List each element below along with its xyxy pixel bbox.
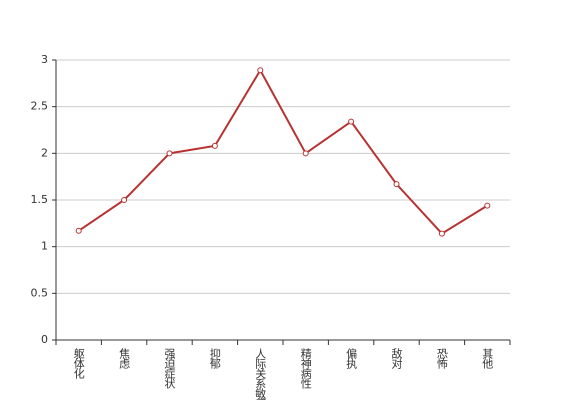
marker bbox=[75, 227, 82, 234]
x-tick-label: 焦虑 bbox=[118, 348, 131, 369]
x-tick-label: 精神病性 bbox=[299, 348, 312, 390]
x-tick-label: 强迫症状 bbox=[163, 348, 176, 389]
y-tick-label: 2.5 bbox=[31, 100, 49, 113]
x-tick-label: 躯体化 bbox=[72, 348, 85, 380]
marker bbox=[484, 202, 491, 209]
marker bbox=[166, 150, 173, 157]
y-tick-label: 1 bbox=[41, 240, 48, 253]
y-tick-label: 0 bbox=[41, 333, 48, 346]
y-tick-label: 2 bbox=[41, 146, 48, 159]
x-tick-label: 其他 bbox=[481, 348, 494, 369]
x-tick-label: 人际关系敏感 bbox=[254, 348, 267, 400]
y-tick-label: 1.5 bbox=[31, 193, 49, 206]
marker bbox=[211, 142, 218, 149]
marker bbox=[438, 230, 445, 237]
marker bbox=[348, 118, 355, 125]
x-tick-label: 恐怖 bbox=[435, 348, 448, 369]
line bbox=[78, 68, 488, 235]
marker bbox=[121, 197, 128, 203]
x-tick-label: 偏执 bbox=[345, 347, 358, 370]
x-tick-label: 抑郁 bbox=[208, 347, 221, 369]
marker bbox=[393, 181, 400, 188]
x-tick-label: 敌对 bbox=[390, 347, 403, 369]
y-tick-label: 3 bbox=[41, 53, 48, 66]
marker bbox=[302, 150, 309, 157]
marker bbox=[257, 67, 264, 74]
y-tick-label: 0.5 bbox=[31, 286, 49, 299]
